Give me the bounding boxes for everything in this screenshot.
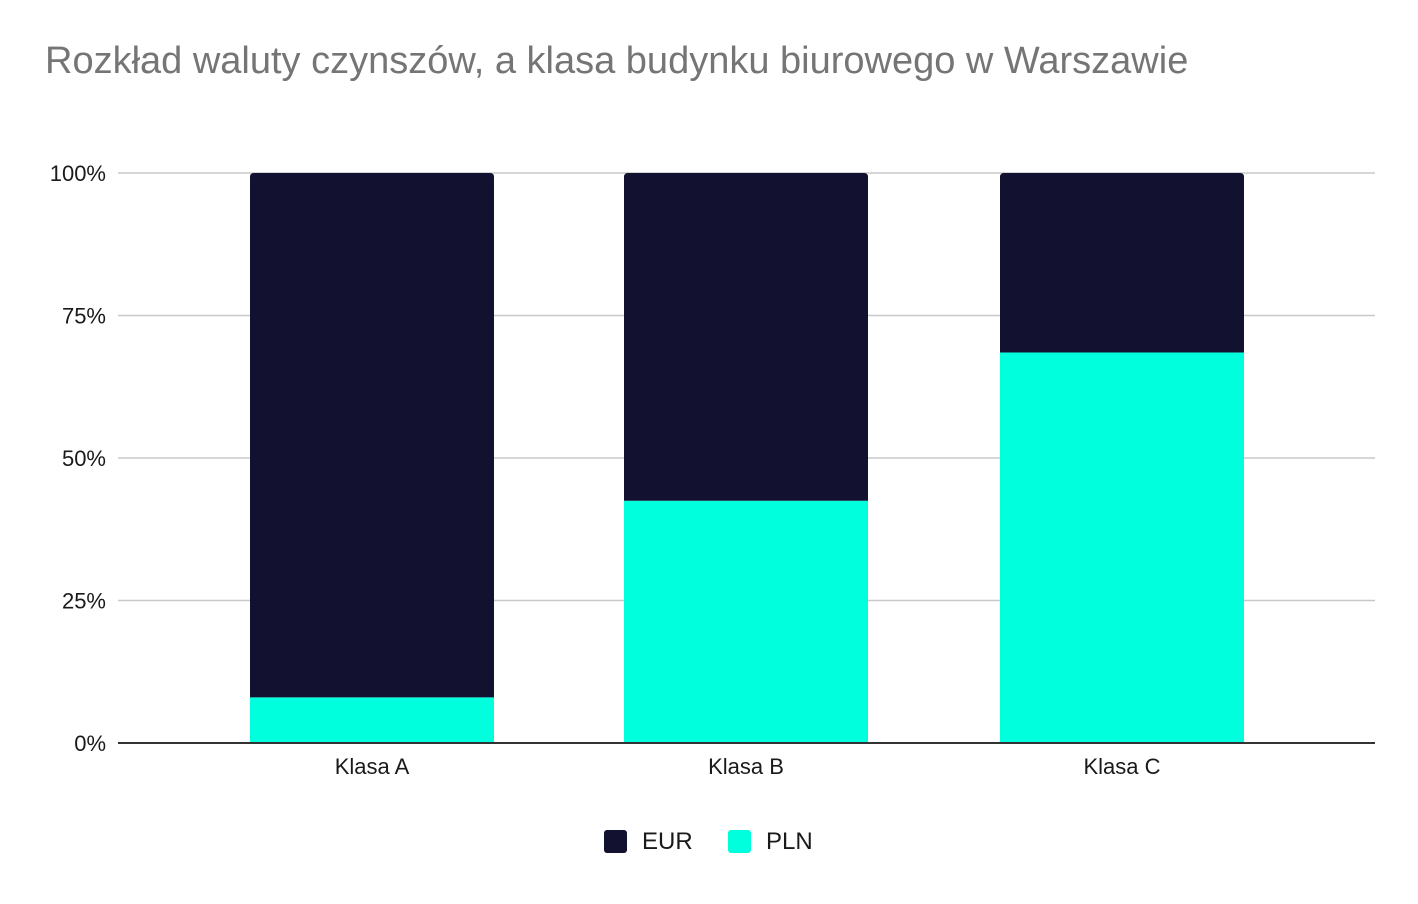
y-tick-label: 100% [50,161,106,186]
x-tick-label: Klasa A [335,754,410,779]
y-tick-label: 25% [62,589,106,614]
bar-pln-klasa-b [624,500,868,743]
legend-swatch-eur [604,830,627,853]
y-tick-label: 75% [62,304,106,329]
x-axis-ticks: Klasa A Klasa B Klasa C [335,754,1161,779]
legend: EUR PLN [604,828,813,855]
bar-pln-klasa-c [1000,352,1244,743]
legend-label-eur: EUR [642,828,693,855]
legend-label-pln: PLN [766,828,813,855]
legend-swatch-pln [728,830,751,853]
bar-eur-klasa-a [250,173,494,698]
bar-pln-klasa-a [250,697,494,743]
y-tick-label: 50% [62,446,106,471]
bar-eur-klasa-b [624,173,868,501]
chart-title: Rozkład waluty czynszów, a klasa budynku… [45,40,1189,82]
bars [250,173,1244,743]
x-tick-label: Klasa B [708,754,784,779]
x-tick-label: Klasa C [1083,754,1160,779]
bar-eur-klasa-c [1000,173,1244,353]
y-axis-ticks: 0% 25% 50% 75% 100% [50,161,106,756]
y-tick-label: 0% [74,731,106,756]
